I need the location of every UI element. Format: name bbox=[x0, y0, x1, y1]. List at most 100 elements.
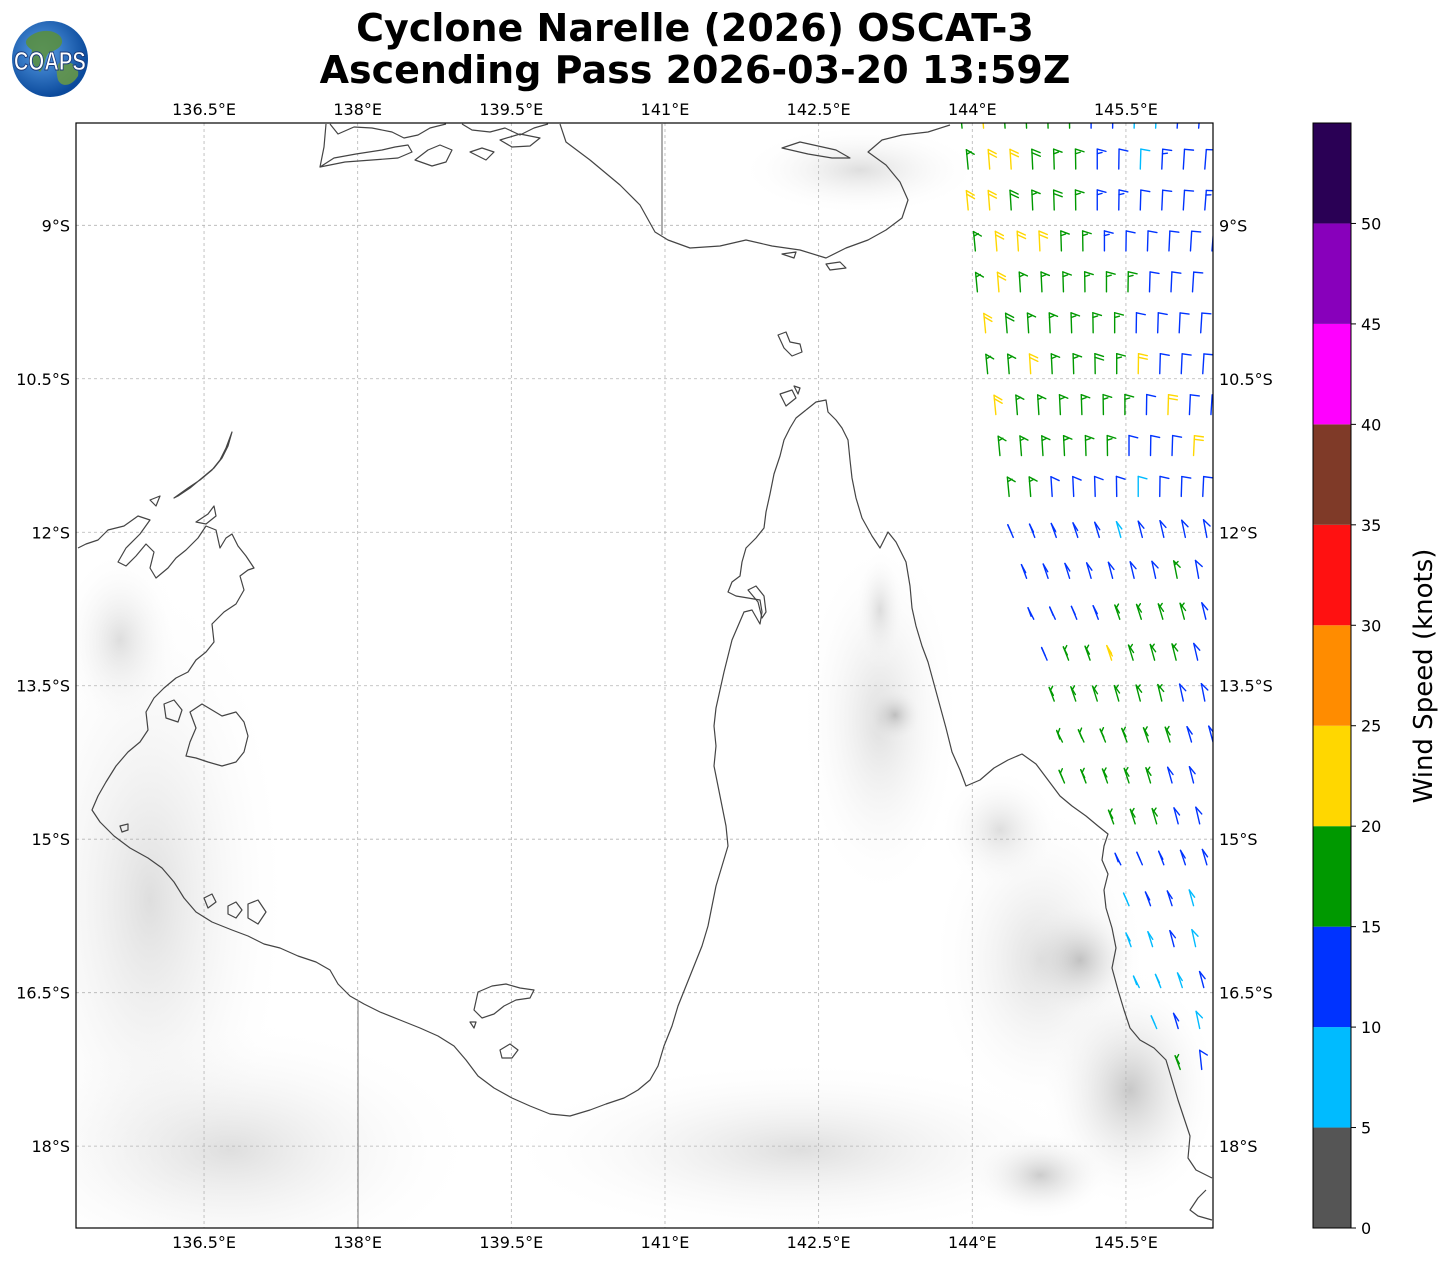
wind-barb bbox=[1186, 725, 1193, 743]
title-line-1: Cyclone Narelle (2026) OSCAT-3 bbox=[356, 6, 1034, 50]
logo-text: COAPS bbox=[14, 47, 86, 76]
wind-barb bbox=[1157, 850, 1165, 866]
wind-barb bbox=[1133, 123, 1135, 129]
terrain-shading bbox=[76, 125, 1213, 1228]
wind-barb bbox=[1115, 521, 1123, 539]
wind-barb bbox=[1038, 230, 1049, 252]
wind-barb bbox=[1154, 973, 1162, 989]
wind-barb bbox=[1072, 353, 1083, 375]
wind-barb bbox=[1105, 271, 1116, 293]
wind-barb bbox=[1139, 189, 1151, 211]
wind-barb bbox=[1080, 393, 1091, 416]
wind-barb bbox=[1031, 189, 1041, 211]
wind-barb bbox=[1164, 725, 1171, 743]
wind-barb bbox=[1026, 312, 1037, 334]
lat-tick-label-right: 16.5°S bbox=[1219, 984, 1273, 1003]
wind-barb bbox=[1144, 891, 1152, 907]
lat-tick-label-right: 10.5°S bbox=[1219, 370, 1273, 389]
wind-barb bbox=[1116, 352, 1127, 375]
wind-barb bbox=[987, 189, 998, 211]
lon-tick-label-bottom: 142.5°E bbox=[787, 1233, 851, 1252]
wind-barb bbox=[1179, 849, 1187, 866]
colorbar-tick-label: 10 bbox=[1361, 1018, 1381, 1037]
coastline-island-small2 bbox=[499, 133, 541, 148]
wind-barb bbox=[1092, 605, 1099, 620]
wind-barb bbox=[1118, 189, 1129, 211]
wind-barb bbox=[1040, 646, 1048, 661]
coastline-island-bickerton bbox=[163, 699, 183, 723]
coastline-torres-island1 bbox=[777, 331, 803, 357]
wind-barb bbox=[1169, 929, 1177, 948]
wind-barb bbox=[1195, 806, 1203, 825]
wind-barb bbox=[1181, 519, 1189, 539]
wind-barb bbox=[1129, 561, 1137, 580]
wind-barb bbox=[1102, 393, 1113, 416]
wind-barb bbox=[1157, 602, 1165, 620]
coastline-cape-york bbox=[805, 399, 1213, 1221]
wind-barb bbox=[1127, 271, 1138, 293]
wind-barb bbox=[1192, 434, 1205, 457]
wind-barb bbox=[1150, 1015, 1158, 1030]
wind-barb bbox=[1189, 230, 1202, 252]
colorbar-bin bbox=[1313, 1127, 1351, 1228]
wind-barb bbox=[1084, 434, 1095, 457]
coastline-island-small4 bbox=[781, 251, 797, 259]
wind-barb bbox=[1118, 148, 1129, 170]
wind-barb bbox=[1085, 562, 1093, 580]
lat-tick-label-left: 15°S bbox=[31, 830, 70, 849]
wind-barb bbox=[1149, 434, 1161, 457]
colorbar-label: Wind Speed (knots) bbox=[1409, 549, 1439, 804]
wind-barb bbox=[1123, 766, 1130, 784]
lat-tick-label-right: 12°S bbox=[1219, 523, 1258, 542]
wind-barb bbox=[1151, 807, 1158, 825]
wind-barb bbox=[1047, 123, 1049, 129]
colorbar-bin bbox=[1313, 625, 1351, 726]
wind-barb bbox=[1171, 643, 1179, 661]
colorbar-bin bbox=[1313, 725, 1351, 827]
colorbar-tick-label: 0 bbox=[1361, 1219, 1371, 1238]
lat-tick-label-left: 12°S bbox=[31, 523, 70, 542]
map-panel: 136.5°E 136.5°E 138°E 138°E 139.5°E 139.5°E 14… bbox=[16, 100, 1273, 1252]
lon-tick-label-top: 141°E bbox=[641, 100, 690, 119]
wind-barb bbox=[1016, 230, 1027, 252]
wind-barb bbox=[1142, 726, 1150, 743]
colorbar-bin bbox=[1313, 926, 1351, 1028]
lon-tick-label-top: 136.5°E bbox=[172, 100, 236, 119]
wind-barb bbox=[1197, 123, 1200, 129]
lat-tick-label-left: 16.5°S bbox=[16, 984, 70, 1003]
wind-barb bbox=[997, 435, 1007, 457]
wind-barb bbox=[1070, 312, 1081, 334]
lat-tick-label-right: 9°S bbox=[1219, 216, 1247, 235]
wind-barb bbox=[1091, 684, 1099, 702]
wind-barb bbox=[1009, 189, 1020, 211]
wind-barb bbox=[965, 149, 975, 170]
wind-barb bbox=[1168, 230, 1180, 252]
coastline-island-small1 bbox=[469, 147, 495, 161]
wind-barb bbox=[1191, 928, 1199, 948]
wind-barb bbox=[1194, 559, 1203, 580]
wind-barb bbox=[1204, 148, 1213, 170]
wind-barb bbox=[1052, 148, 1063, 170]
wind-barb bbox=[996, 271, 1007, 293]
wind-barb bbox=[1146, 230, 1158, 252]
wind-barb bbox=[1055, 727, 1064, 743]
wind-barb bbox=[1111, 123, 1114, 129]
wind-barb bbox=[1113, 312, 1125, 334]
lon-tick-label-bottom: 138°E bbox=[333, 1233, 382, 1252]
lat-tick-label-right: 15°S bbox=[1219, 830, 1258, 849]
wind-barb bbox=[982, 123, 985, 129]
wind-barb bbox=[1027, 607, 1035, 620]
wind-barb bbox=[1208, 725, 1213, 743]
coastline-island-frederik bbox=[414, 144, 453, 167]
wind-barb bbox=[1070, 685, 1077, 702]
colorbar-bins bbox=[1313, 123, 1351, 1228]
coastline-island-small3 bbox=[781, 141, 851, 159]
wind-barb bbox=[1090, 123, 1092, 129]
colorbar: 0 5 10 15 20 25 30 35 40 45 50 Wind Speed (knots) bbox=[1312, 122, 1439, 1238]
wind-barb bbox=[1080, 767, 1087, 784]
wind-barb bbox=[1174, 1053, 1181, 1071]
wind-barb bbox=[1161, 148, 1173, 170]
colorbar-bin bbox=[1313, 1027, 1351, 1128]
wind-barb bbox=[1121, 726, 1128, 743]
